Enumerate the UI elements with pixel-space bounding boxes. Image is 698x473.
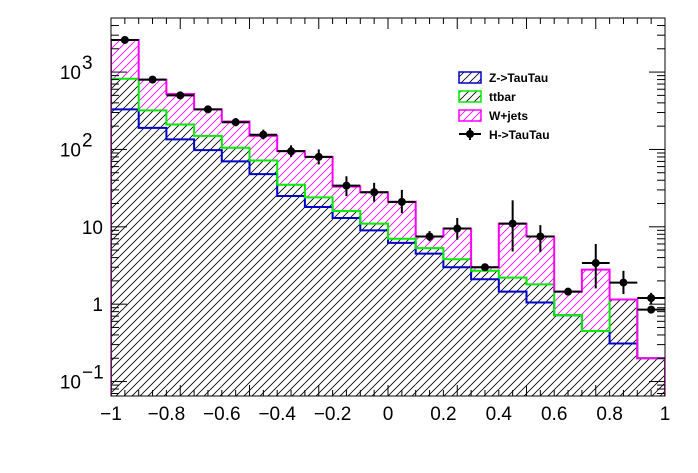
x-tick-label: −1 [100, 404, 122, 425]
y-tick-label: 10 [60, 373, 81, 394]
bin-z-tautau [609, 343, 638, 396]
bin-z-tautau [304, 207, 333, 396]
bin-z-tautau [111, 109, 139, 396]
x-tick-label: −0.2 [314, 404, 352, 425]
data-point [453, 224, 462, 233]
data-point [536, 232, 545, 241]
x-tick-label: 0 [383, 404, 394, 425]
data-point [370, 188, 379, 197]
y-tick-exponent: −1 [82, 363, 104, 384]
x-tick-label: 0.2 [430, 404, 456, 425]
data-point [314, 152, 323, 161]
legend: Z->TauTau ttbar W+jets H->TauTau [458, 71, 550, 142]
legend-entry-z-tautau: Z->TauTau [458, 71, 548, 85]
bin-z-tautau [443, 267, 472, 396]
legend-label-h-tautau: H->TauTau [489, 128, 550, 142]
y-tick-label: 10 [82, 218, 103, 239]
data-point [259, 130, 268, 139]
data-point [231, 118, 240, 127]
bin-z-tautau [471, 279, 499, 396]
axes: −1 −0.8 −0.6 −0.4 −0.2 0 0.2 0.4 0.6 0.8 110 −11101… [60, 17, 671, 425]
bin-z-tautau [360, 230, 388, 396]
outline-w-jets [111, 38, 665, 396]
bin-z-tautau [637, 358, 665, 396]
x-tick-label: −0.8 [148, 404, 186, 425]
bin-z-tautau [526, 302, 555, 396]
bin-z-tautau [415, 253, 444, 396]
data-point [508, 219, 517, 228]
y-tick-label: 10 [60, 63, 81, 84]
data-point [120, 35, 129, 44]
bin-z-tautau [277, 196, 305, 396]
data-point [619, 278, 628, 287]
data-point [287, 147, 296, 156]
bin-z-tautau [554, 315, 582, 396]
bin-z-tautau [166, 139, 195, 396]
x-tick-label: 0.4 [486, 404, 513, 425]
legend-label-ttbar: ttbar [489, 90, 516, 104]
legend-swatch-ttbar [458, 90, 482, 103]
data-point [647, 294, 656, 303]
bin-z-tautau [249, 174, 278, 396]
y-tick-exponent: 3 [82, 53, 93, 74]
y-tick-label: 1 [92, 295, 103, 316]
x-tick-label: −0.6 [203, 404, 241, 425]
data-point [591, 259, 600, 268]
plot-area [111, 35, 665, 396]
bin-z-tautau [221, 161, 250, 396]
y-tick-exponent: 2 [82, 130, 93, 151]
legend-swatch-z-tautau [458, 71, 482, 84]
y-tick-label: 10 [60, 140, 81, 161]
legend-label-w-jets: W+jets [489, 109, 528, 123]
data-point [397, 197, 406, 206]
data-point [148, 75, 157, 84]
data-point [203, 105, 212, 114]
legend-entry-h-tautau: H->TauTau [459, 128, 550, 142]
x-tick-label: 1 [660, 404, 671, 425]
legend-marker-h-tautau [466, 130, 474, 138]
legend-label-z-tautau: Z->TauTau [489, 71, 548, 85]
x-tick-label: 0.8 [596, 404, 622, 425]
data-point [647, 305, 656, 314]
bin-z-tautau [194, 150, 222, 396]
x-tick-label: −0.4 [258, 404, 296, 425]
data-point [564, 287, 573, 296]
data-point [425, 232, 434, 241]
legend-swatch-w-jets [458, 109, 482, 122]
bin-z-tautau [332, 217, 361, 396]
data-point [342, 181, 351, 190]
legend-entry-w-jets: W+jets [458, 109, 528, 123]
outline-ttbar [111, 77, 665, 396]
bin-z-tautau [388, 242, 416, 396]
bin-z-tautau [498, 291, 527, 396]
x-tick-label: 0.6 [541, 404, 567, 425]
data-point [176, 91, 185, 100]
bin-z-tautau [138, 127, 167, 396]
legend-entry-ttbar: ttbar [458, 90, 516, 104]
data-point [480, 263, 489, 272]
